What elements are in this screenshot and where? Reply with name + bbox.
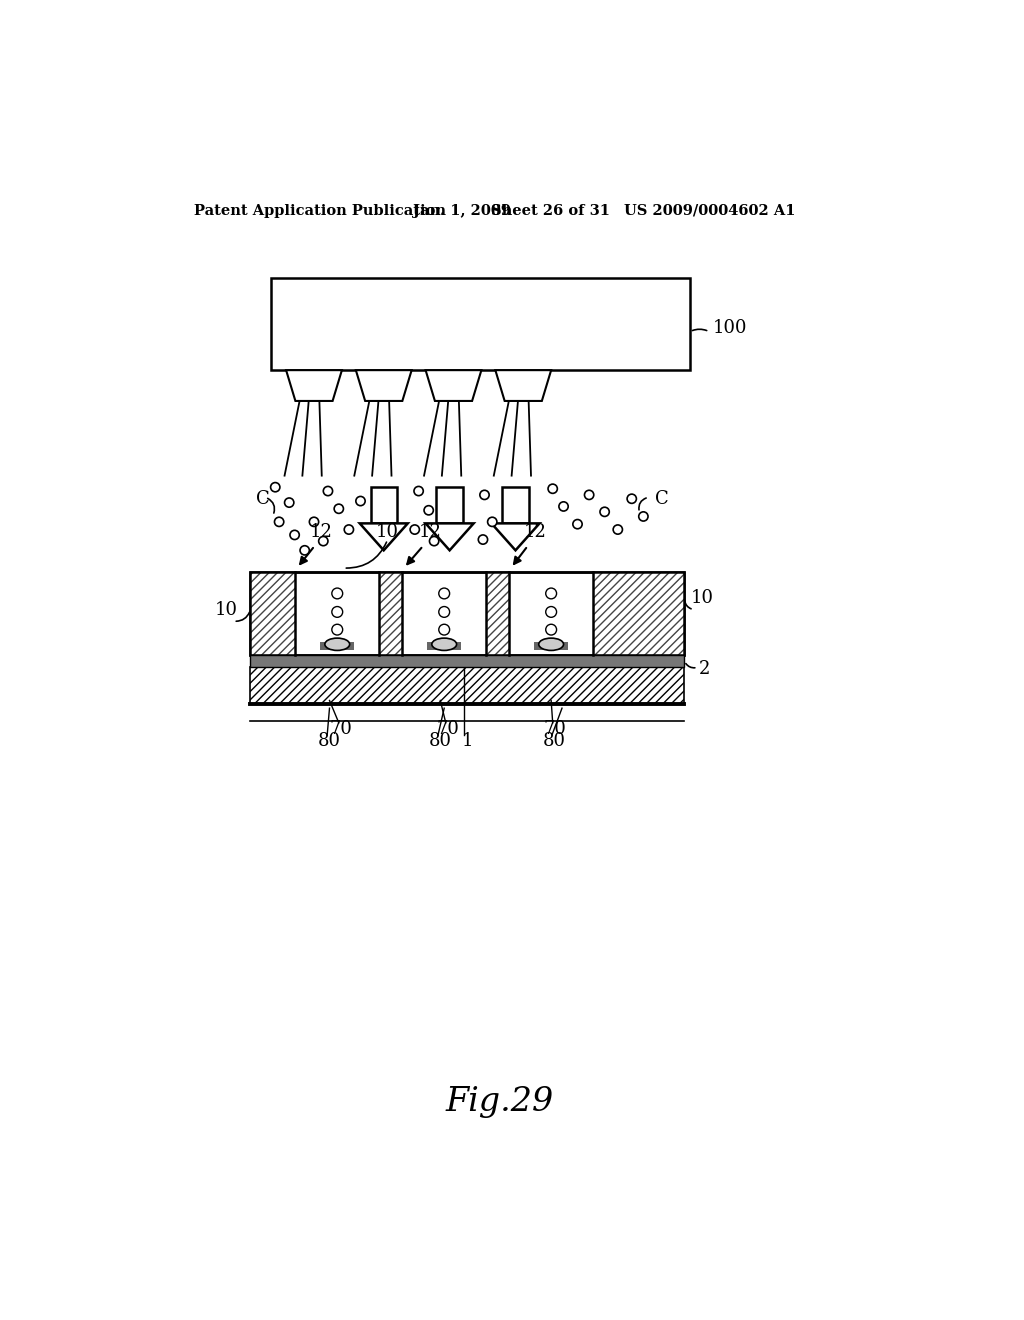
Bar: [251, 572, 684, 655]
Text: 70: 70: [544, 719, 566, 738]
Circle shape: [334, 504, 343, 513]
Circle shape: [585, 490, 594, 499]
Circle shape: [290, 531, 299, 540]
Text: 2: 2: [698, 660, 710, 678]
Text: 100: 100: [713, 319, 748, 337]
Ellipse shape: [325, 638, 349, 651]
Polygon shape: [356, 370, 412, 401]
Circle shape: [559, 502, 568, 511]
Text: 80: 80: [543, 733, 565, 750]
Circle shape: [424, 506, 433, 515]
Circle shape: [344, 525, 353, 535]
Bar: [371, 487, 397, 524]
Text: 12: 12: [310, 523, 333, 541]
Bar: [593, 572, 684, 655]
Circle shape: [318, 536, 328, 545]
Text: 80: 80: [317, 733, 341, 750]
Bar: [251, 668, 684, 705]
Circle shape: [438, 624, 450, 635]
Bar: [321, 642, 354, 649]
Circle shape: [332, 624, 343, 635]
Circle shape: [332, 607, 343, 618]
Text: 12: 12: [419, 523, 441, 541]
Polygon shape: [426, 370, 481, 401]
Text: 80: 80: [429, 733, 452, 750]
Ellipse shape: [432, 638, 457, 651]
Circle shape: [613, 525, 623, 535]
Circle shape: [438, 607, 450, 618]
Text: Jan. 1, 2009: Jan. 1, 2009: [414, 203, 511, 218]
Text: 10: 10: [215, 601, 238, 619]
Text: 10: 10: [376, 523, 399, 541]
Polygon shape: [492, 524, 540, 550]
Circle shape: [627, 494, 636, 503]
Polygon shape: [286, 370, 342, 401]
Circle shape: [324, 487, 333, 496]
Text: 70: 70: [436, 719, 460, 738]
Polygon shape: [426, 524, 474, 550]
Bar: [427, 642, 461, 649]
Bar: [486, 572, 509, 655]
Bar: [251, 572, 684, 655]
Circle shape: [300, 545, 309, 554]
Bar: [535, 642, 568, 649]
Circle shape: [572, 520, 583, 529]
Text: 12: 12: [523, 523, 546, 541]
Circle shape: [487, 517, 497, 527]
Circle shape: [639, 512, 648, 521]
Circle shape: [270, 483, 280, 492]
Circle shape: [429, 536, 438, 545]
Text: C: C: [655, 490, 669, 508]
Circle shape: [332, 589, 343, 599]
Text: 1: 1: [461, 733, 473, 750]
Text: US 2009/0004602 A1: US 2009/0004602 A1: [624, 203, 796, 218]
Polygon shape: [359, 524, 408, 550]
Bar: [271, 277, 690, 370]
Circle shape: [285, 498, 294, 507]
Text: 10: 10: [690, 589, 714, 607]
Text: Sheet 26 of 31: Sheet 26 of 31: [490, 203, 609, 218]
Bar: [379, 572, 402, 655]
Bar: [436, 487, 463, 524]
Text: Fig.29: Fig.29: [445, 1085, 554, 1118]
Polygon shape: [496, 370, 551, 401]
Circle shape: [546, 589, 557, 599]
Bar: [503, 487, 528, 524]
Circle shape: [546, 607, 557, 618]
Circle shape: [480, 490, 489, 499]
Text: 70: 70: [330, 719, 352, 738]
Circle shape: [478, 535, 487, 544]
Bar: [251, 655, 684, 668]
Circle shape: [438, 589, 450, 599]
Circle shape: [546, 624, 557, 635]
Circle shape: [356, 496, 366, 506]
Ellipse shape: [539, 638, 563, 651]
Text: C: C: [256, 490, 269, 508]
Circle shape: [274, 517, 284, 527]
Circle shape: [548, 484, 557, 494]
Circle shape: [414, 487, 423, 496]
Text: Patent Application Publication: Patent Application Publication: [194, 203, 445, 218]
Circle shape: [309, 517, 318, 527]
Bar: [251, 572, 295, 655]
Circle shape: [410, 525, 420, 535]
Circle shape: [600, 507, 609, 516]
